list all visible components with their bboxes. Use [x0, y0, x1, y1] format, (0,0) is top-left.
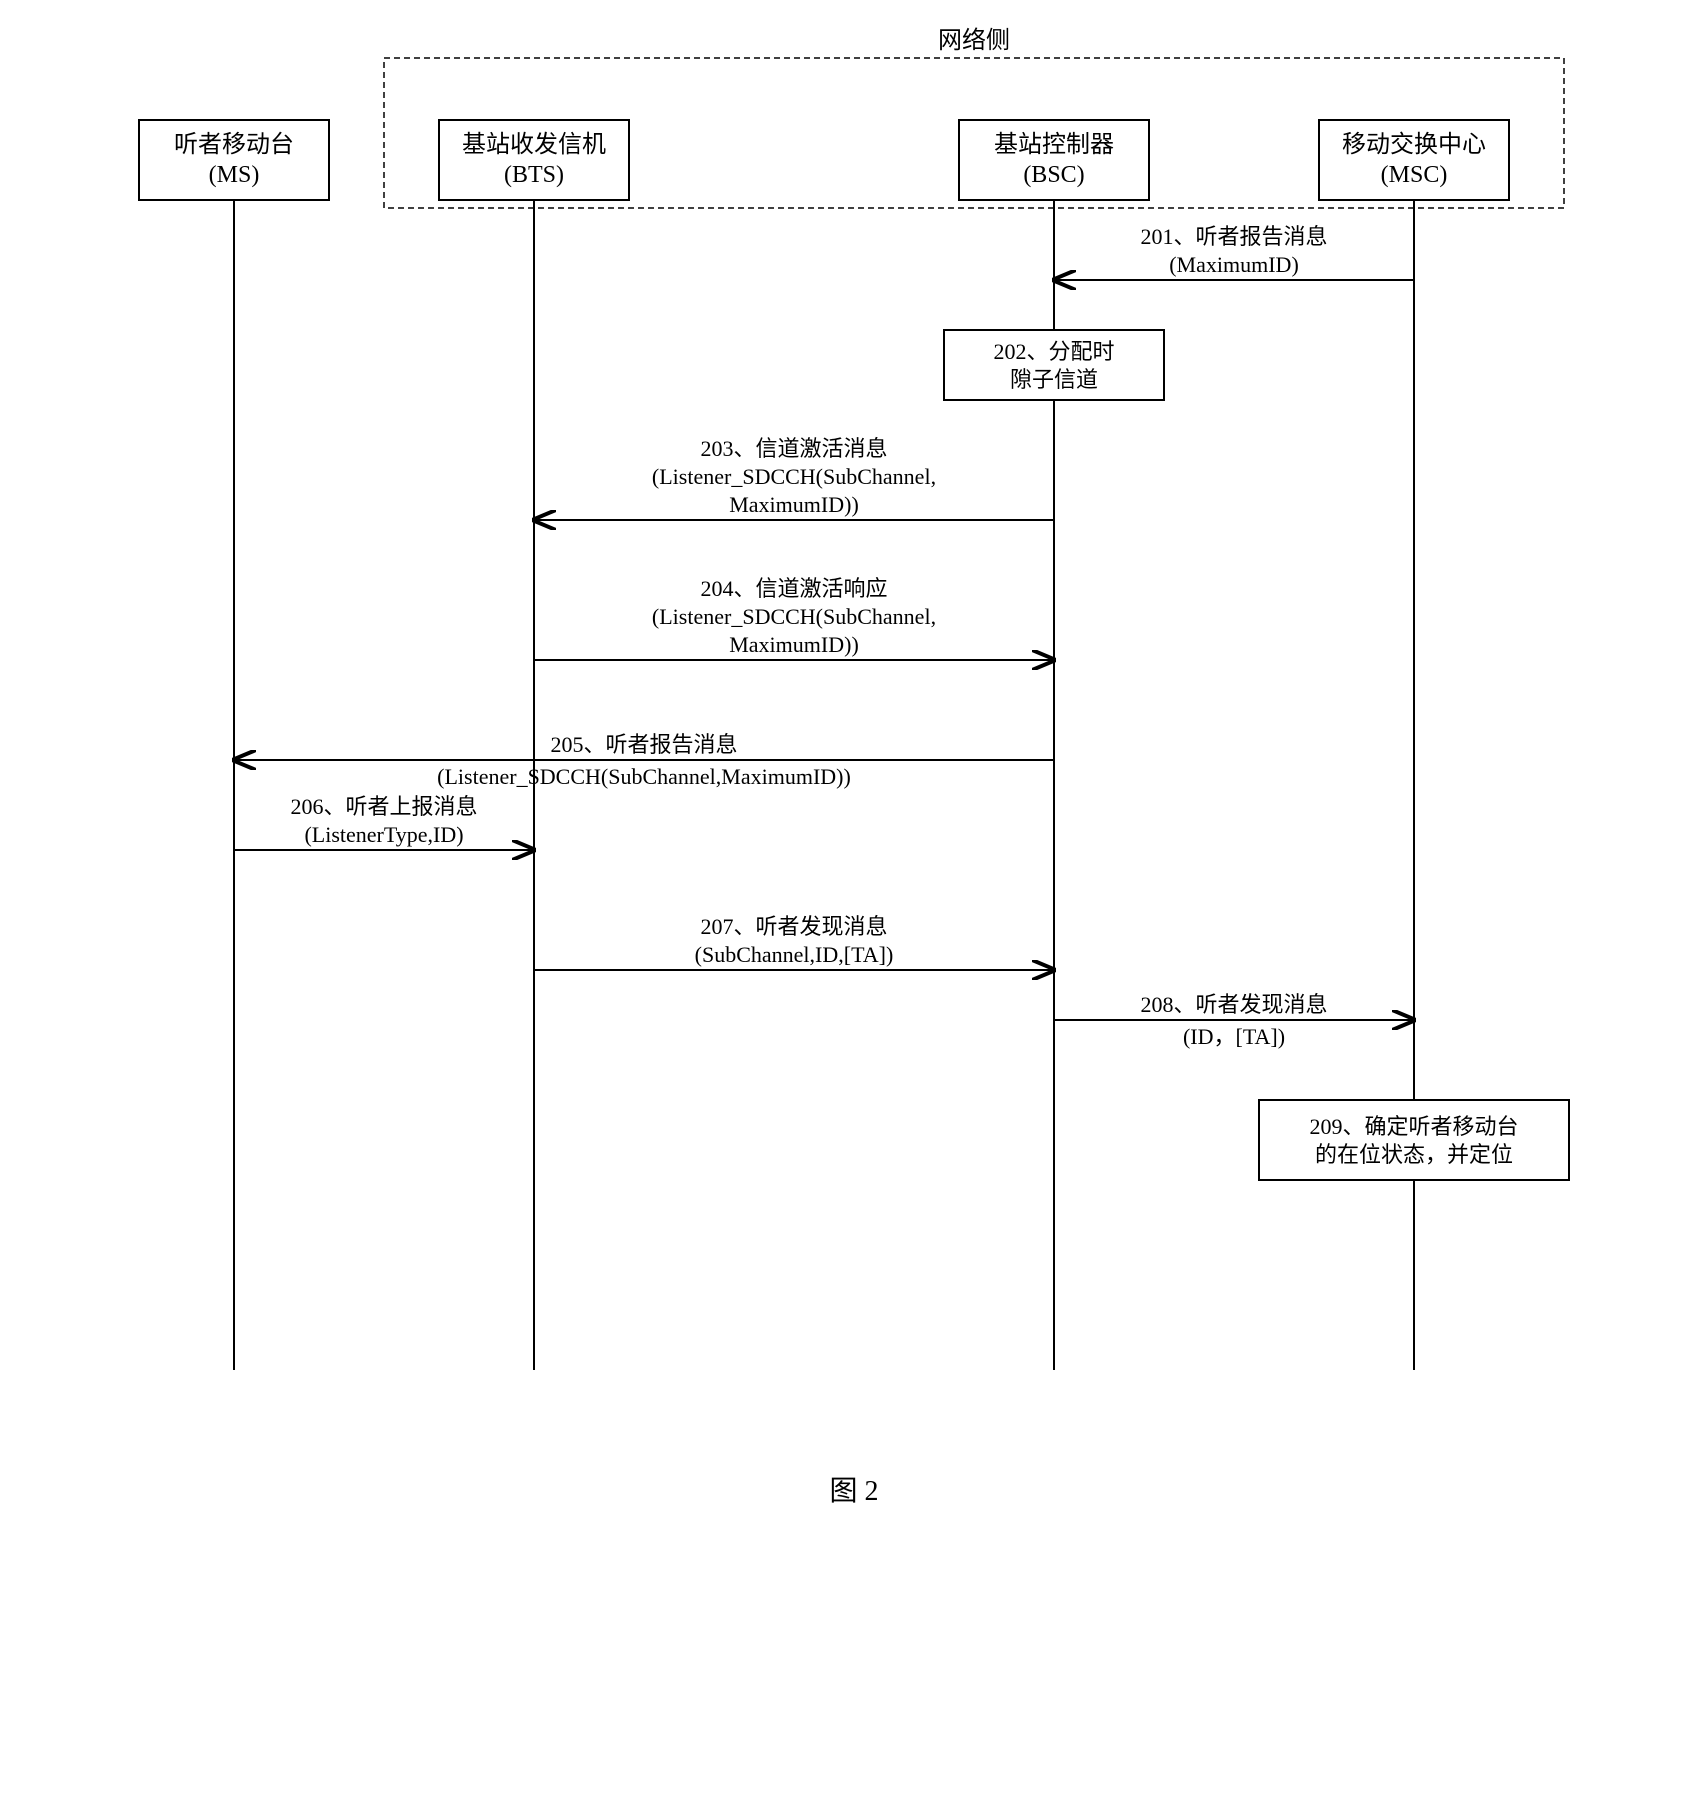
message-5-label-1: (ListenerType,ID) — [304, 822, 463, 847]
participant-MS-abbr: (MS) — [208, 162, 259, 188]
message-6-label-0: 207、听者发现消息 — [700, 914, 887, 939]
message-0-label-1: (MaximumID) — [1169, 252, 1299, 277]
participant-MSC-name: 移动交换中心 — [1342, 131, 1486, 158]
message-5-label-0: 206、听者上报消息 — [290, 794, 477, 819]
participant-BSC-abbr: (BSC) — [1023, 162, 1084, 188]
message-7-label-0: 208、听者发现消息 — [1140, 992, 1327, 1017]
message-7-label-1: (ID，[TA]) — [1182, 1024, 1284, 1049]
message-2-label-1: (Listener_SDCCH(SubChannel, — [651, 464, 935, 489]
message-3-label-2: MaximumID)) — [729, 632, 859, 657]
group-label: 网络侧 — [938, 27, 1010, 54]
participant-BTS-name: 基站收发信机 — [462, 131, 606, 158]
note-8-label-1: 的在位状态，并定位 — [1314, 1142, 1512, 1167]
message-0-label-0: 201、听者报告消息 — [1140, 224, 1327, 249]
message-6-label-1: (SubChannel,ID,[TA]) — [694, 942, 893, 967]
participant-MS-name: 听者移动台 — [174, 131, 294, 158]
sequence-diagram: 网络侧听者移动台 (MS) 基站收发信机 (BTS) 基站控制器 (BSC) 移动交换中心 (… — [134, 20, 1574, 1540]
participant-BSC-name: 基站控制器 — [994, 131, 1114, 158]
message-3-label-0: 204、信道激活响应 — [700, 576, 887, 601]
participant-BTS-abbr: (BTS) — [504, 162, 564, 188]
message-4-label-1: (Listener_SDCCH(SubChannel,MaximumID)) — [437, 764, 851, 789]
participant-MSC-abbr: (MSC) — [1380, 162, 1447, 188]
note-8-label-0: 209、确定听者移动台 — [1309, 1114, 1518, 1139]
figure-label: 图 2 — [829, 1476, 878, 1507]
message-4-label-0: 205、听者报告消息 — [550, 732, 737, 757]
message-2-label-0: 203、信道激活消息 — [700, 436, 887, 461]
message-2-label-2: MaximumID)) — [729, 492, 859, 517]
note-1-label-1: 隙子信道 — [1009, 367, 1097, 392]
message-3-label-1: (Listener_SDCCH(SubChannel, — [651, 604, 935, 629]
note-8 — [1259, 1100, 1569, 1180]
note-1-label-0: 202、分配时 — [993, 339, 1114, 364]
